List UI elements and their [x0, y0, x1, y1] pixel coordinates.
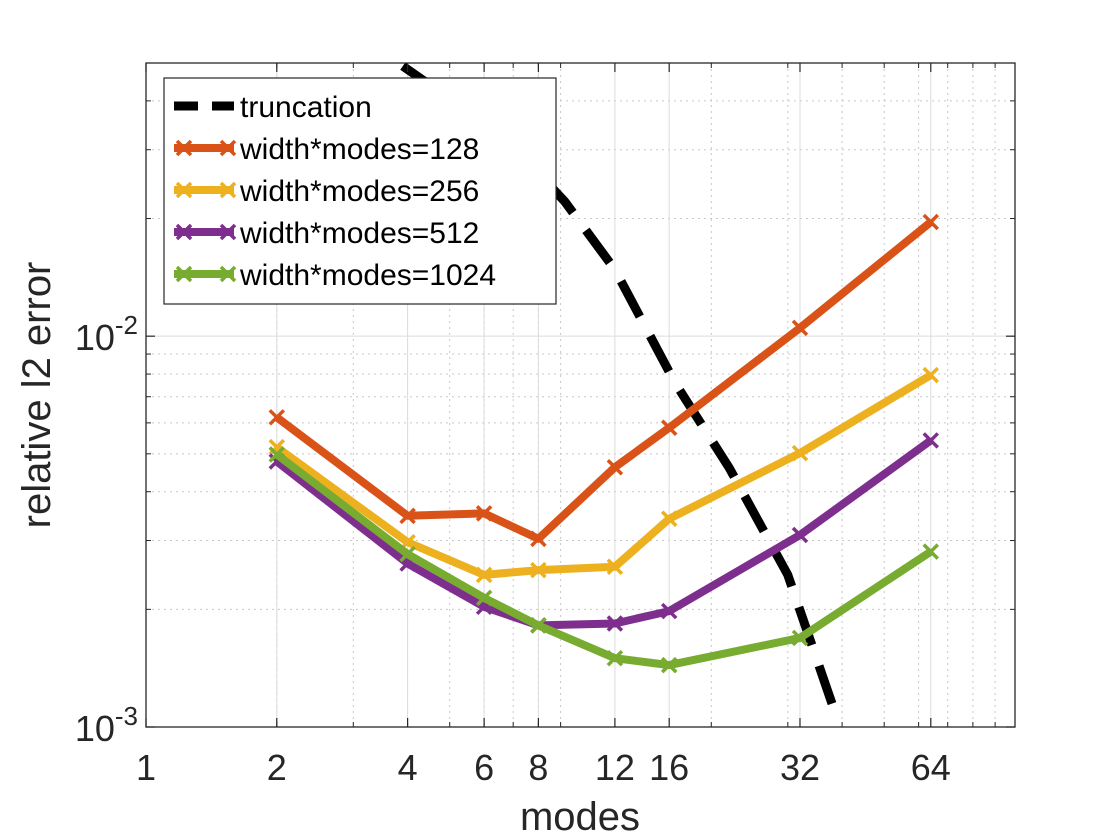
data-point — [660, 656, 678, 674]
legend-label: width*modes=512 — [239, 217, 479, 250]
data-point — [475, 505, 493, 522]
legend-entry: width*modes=1024 — [174, 259, 496, 292]
legend-label: width*modes=128 — [239, 133, 479, 166]
data-point — [475, 589, 493, 607]
x-tick-label: 64 — [911, 747, 951, 788]
data-point — [530, 530, 547, 548]
data-point — [606, 459, 624, 476]
data-point — [399, 507, 416, 525]
legend: truncation width*modes=128 width*modes=256… — [163, 77, 557, 305]
data-point — [606, 558, 624, 576]
data-point — [530, 617, 547, 634]
legend-marker — [175, 223, 193, 241]
legend-marker — [219, 139, 237, 157]
data-point — [530, 561, 547, 579]
legend-marker — [175, 181, 193, 199]
x-tick-label: 12 — [595, 747, 635, 788]
data-point — [399, 545, 416, 563]
series-line — [274, 451, 934, 670]
data-point — [791, 526, 809, 544]
data-point — [660, 419, 678, 436]
legend-label: width*modes=1024 — [239, 259, 496, 292]
x-tick-label: 6 — [474, 747, 494, 788]
data-point — [606, 649, 624, 667]
data-point — [606, 615, 624, 632]
data-point — [268, 446, 286, 463]
legend-label: truncation — [240, 91, 372, 124]
series-line — [274, 218, 934, 543]
series-width-modes-128 — [268, 213, 940, 548]
series-line — [274, 371, 933, 579]
legend-label: width*modes=256 — [239, 175, 479, 208]
y-tick-label: 10-2 — [75, 310, 138, 358]
x-tick-label: 1 — [136, 747, 156, 788]
ticks — [145, 62, 1015, 728]
data-point — [791, 319, 809, 337]
data-point — [660, 510, 678, 528]
data-point — [922, 213, 940, 231]
data-point — [922, 543, 940, 560]
x-axis-label: modes — [520, 795, 640, 839]
plot-frame — [145, 62, 1016, 728]
x-tick-label: 8 — [528, 747, 548, 788]
legend-marker — [219, 223, 237, 241]
data-point — [922, 366, 940, 384]
data-point — [475, 566, 493, 584]
legend-marker — [219, 265, 237, 283]
x-tick-label: 2 — [267, 747, 287, 788]
data-point — [791, 629, 809, 647]
legend-entry: width*modes=256 — [174, 175, 479, 208]
x-tick-label: 32 — [780, 747, 820, 788]
series-width-modes-1024 — [268, 446, 940, 674]
y-axis-label: relative l2 error — [15, 262, 59, 529]
legend-marker — [175, 265, 193, 283]
data-point — [791, 444, 809, 462]
legend-entry: width*modes=128 — [174, 133, 479, 166]
x-tick-label: 4 — [398, 747, 418, 788]
legend-marker — [175, 139, 193, 157]
legend-entry: truncation — [174, 91, 372, 124]
series-line — [274, 437, 934, 630]
legend-entry: width*modes=512 — [174, 217, 479, 250]
data-point — [922, 432, 940, 449]
y-tick-label: 10-3 — [75, 701, 138, 749]
legend-marker — [219, 181, 237, 199]
x-tick-label: 16 — [649, 747, 689, 788]
data-point — [660, 602, 678, 620]
data-point — [268, 409, 286, 426]
